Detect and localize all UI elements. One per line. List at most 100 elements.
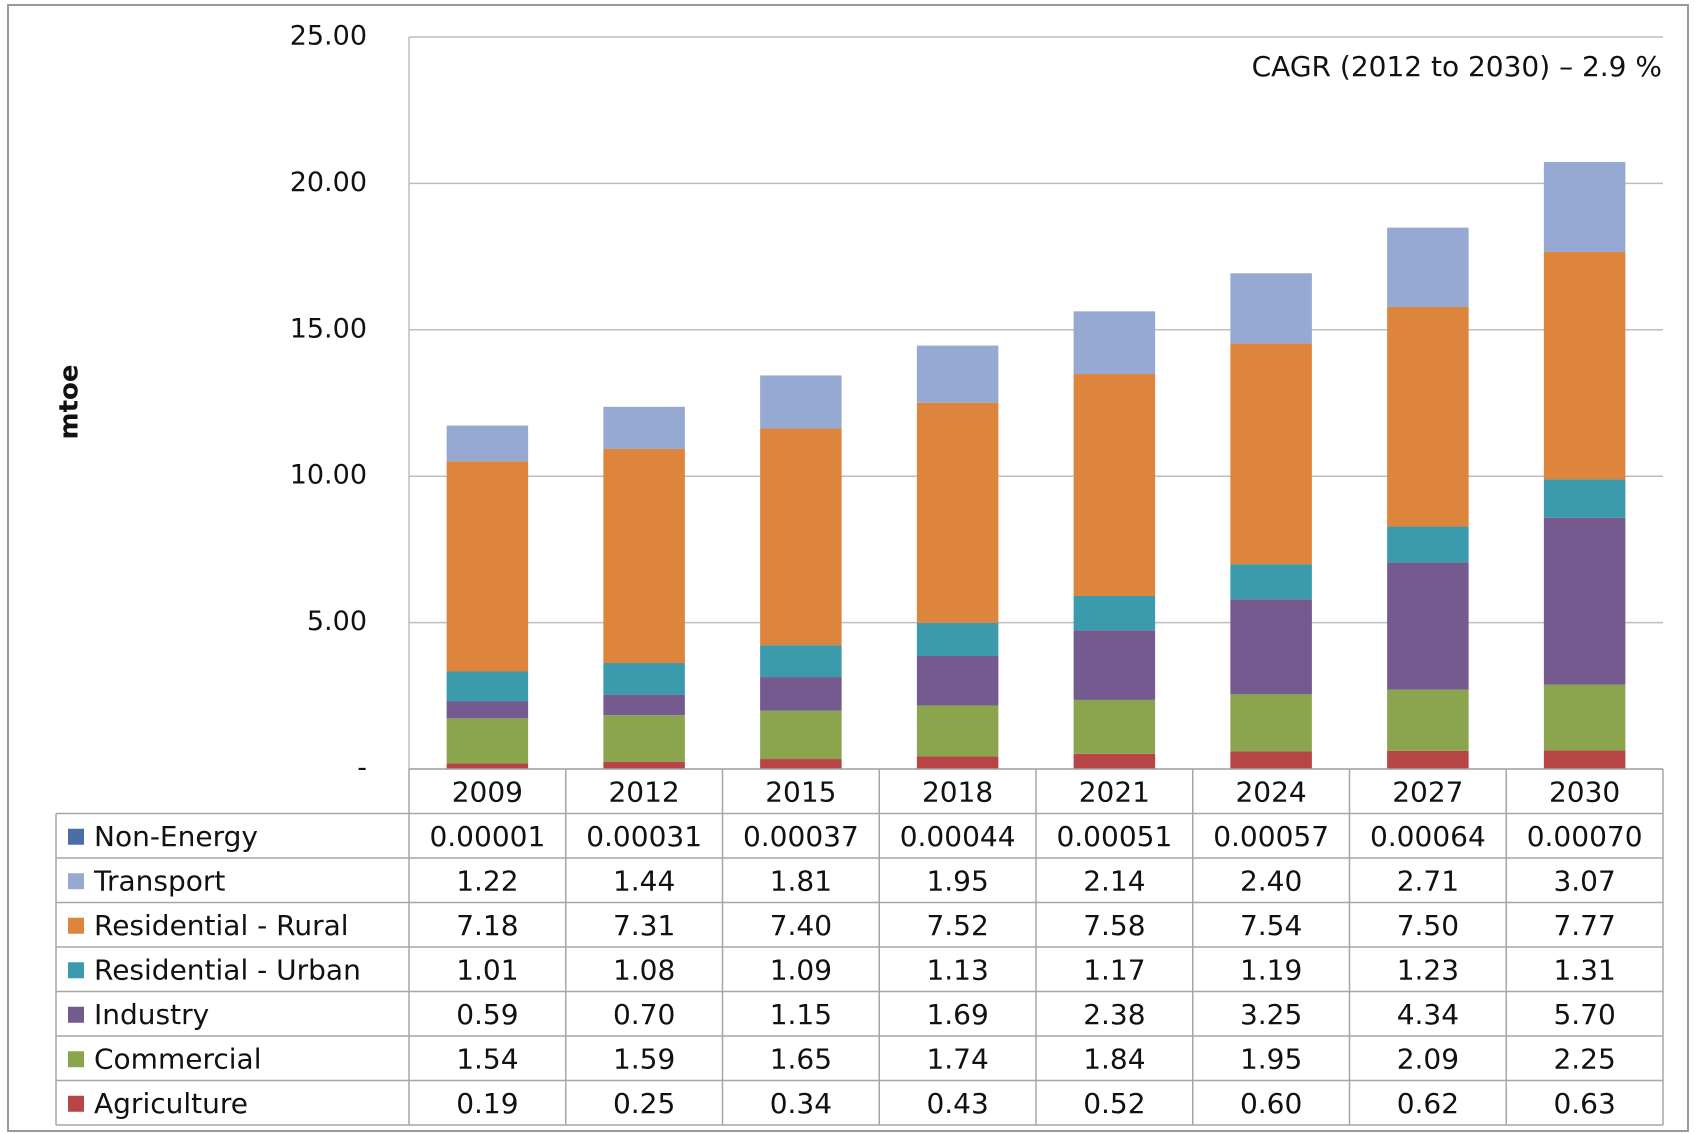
legend-swatch: [68, 917, 84, 934]
bar-segment: [1387, 689, 1469, 751]
legend-label: Residential - Rural: [94, 909, 349, 942]
bar-segment: [603, 694, 685, 716]
table-value: 1.17: [1083, 953, 1145, 986]
bar-segment: [446, 763, 529, 769]
bar-segment: [1230, 694, 1312, 752]
table-value: 0.60: [1240, 1087, 1302, 1120]
legend-swatch: [68, 828, 84, 845]
bar-segment: [1073, 374, 1156, 596]
bar-segment: [760, 645, 842, 678]
bar-segment: [760, 710, 842, 760]
bar-segment: [603, 663, 685, 695]
bar-segment: [446, 425, 529, 462]
table-value: 1.44: [613, 864, 675, 897]
x-tick-label: 2015: [765, 775, 836, 808]
y-axis-label: mtoe: [55, 364, 85, 439]
table-value: 0.62: [1397, 1087, 1459, 1120]
table-value: 0.00044: [900, 820, 1016, 853]
table-value: 1.74: [926, 1042, 988, 1075]
bar-segment: [1073, 311, 1156, 375]
bar-segment: [1073, 699, 1156, 754]
legend-label: Commercial: [94, 1042, 261, 1075]
y-tick-label: -: [357, 753, 367, 784]
bar-segment: [446, 701, 529, 719]
table-value: 0.00070: [1527, 820, 1643, 853]
bar-segment: [1230, 273, 1312, 344]
bar-segment: [1387, 750, 1469, 769]
table-value: 7.18: [456, 909, 518, 942]
legend-label: Residential - Urban: [94, 953, 361, 986]
table-value: 0.59: [456, 998, 518, 1031]
x-tick-label: 2021: [1079, 775, 1150, 808]
bar-segment: [1073, 630, 1156, 700]
table-value: 4.34: [1397, 998, 1459, 1031]
table-value: 1.59: [613, 1042, 675, 1075]
table-value: 0.70: [613, 998, 675, 1031]
bar-segment: [760, 759, 842, 769]
bar-segment: [603, 715, 685, 762]
table-value: 0.00064: [1370, 820, 1486, 853]
bar-segment: [603, 448, 685, 664]
legend-swatch: [68, 1006, 84, 1023]
table-value: 5.70: [1553, 998, 1615, 1031]
bar-segment: [1230, 751, 1312, 769]
table-value: 7.52: [926, 909, 988, 942]
x-tick-label: 2024: [1235, 775, 1306, 808]
legend-label: Industry: [94, 998, 209, 1031]
legend-label: Agriculture: [94, 1087, 248, 1120]
table-value: 1.01: [456, 953, 518, 986]
table-value: 0.00037: [743, 820, 859, 853]
bar-segment: [1073, 595, 1156, 631]
bar-segment: [916, 622, 999, 656]
table-value: 2.71: [1397, 864, 1459, 897]
table-value: 1.95: [926, 864, 988, 897]
bar-segment: [446, 461, 529, 672]
table-value: 0.00051: [1056, 820, 1172, 853]
table-value: 0.00031: [586, 820, 702, 853]
x-tick-label: 2018: [922, 775, 993, 808]
table-value: 2.14: [1083, 864, 1145, 897]
bar-segment: [760, 375, 842, 429]
table-value: 1.13: [926, 953, 988, 986]
y-tick-label: 15.00: [290, 313, 367, 344]
bar-segment: [916, 655, 999, 706]
table-value: 2.09: [1397, 1042, 1459, 1075]
bar-segment: [603, 761, 685, 769]
legend-swatch: [68, 1051, 84, 1068]
table-value: 1.84: [1083, 1042, 1145, 1075]
table-value: 7.40: [770, 909, 832, 942]
table-value: 1.09: [770, 953, 832, 986]
bar-segment: [1543, 684, 1626, 751]
bar-segment: [1230, 599, 1312, 695]
table-value: 1.81: [770, 864, 832, 897]
table-value: 2.25: [1553, 1042, 1615, 1075]
bar-segment: [1543, 479, 1626, 518]
bar-segment: [760, 428, 842, 646]
bar-segment: [1543, 162, 1626, 252]
table-value: 1.08: [613, 953, 675, 986]
table-value: 3.07: [1553, 864, 1615, 897]
y-tick-label: 10.00: [290, 460, 367, 491]
bar-segment: [1543, 750, 1626, 769]
table-value: 0.25: [613, 1087, 675, 1120]
table-value: 7.50: [1397, 909, 1459, 942]
y-tick-label: 5.00: [307, 606, 367, 637]
table-value: 1.65: [770, 1042, 832, 1075]
bar-segment: [1387, 562, 1469, 690]
bar-segment: [1387, 306, 1469, 527]
y-tick-label: 25.00: [290, 21, 367, 52]
legend-label: Transport: [93, 864, 225, 897]
bar-segment: [1073, 753, 1156, 769]
table-value: 0.63: [1553, 1087, 1615, 1120]
x-tick-label: 2027: [1392, 775, 1463, 808]
legend-label: Non-Energy: [94, 820, 258, 853]
table-value: 1.95: [1240, 1042, 1302, 1075]
table-value: 0.43: [926, 1087, 988, 1120]
bar-segment: [760, 677, 842, 711]
table-value: 1.54: [456, 1042, 518, 1075]
legend-swatch: [68, 873, 84, 890]
table-value: 7.77: [1553, 909, 1615, 942]
bar-segment: [1230, 564, 1312, 600]
table-value: 1.23: [1397, 953, 1459, 986]
